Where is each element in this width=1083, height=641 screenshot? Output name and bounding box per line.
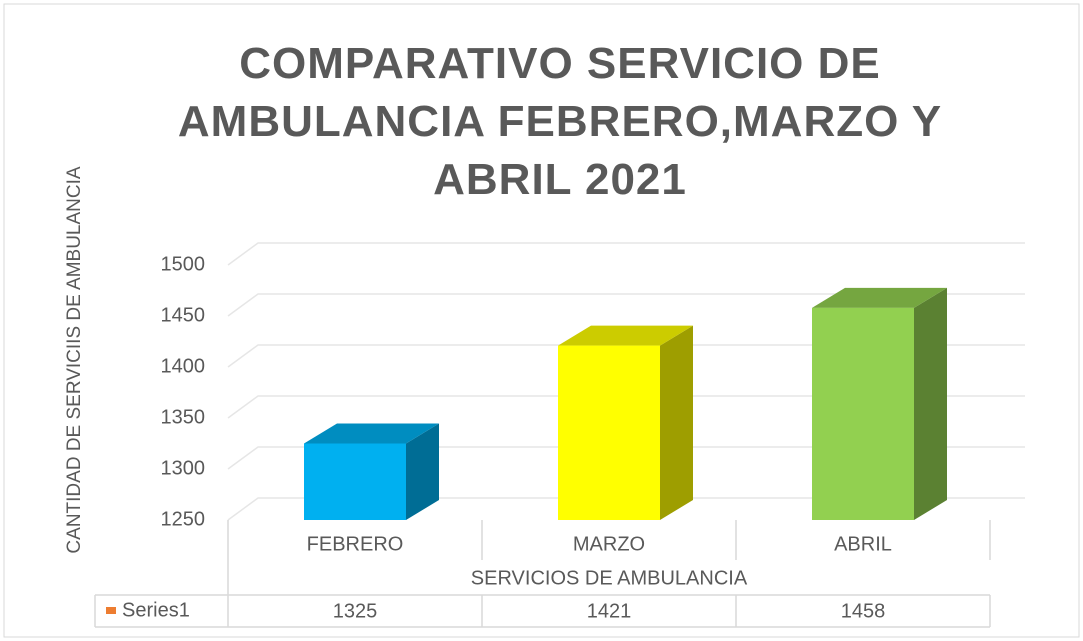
y-tick-label: 1450	[161, 304, 206, 326]
table-value: 1325	[333, 600, 378, 622]
grid-line	[227, 344, 1025, 368]
legend-marker	[106, 607, 116, 614]
x-tick-label: ABRIL	[834, 533, 892, 555]
y-tick-label: 1400	[161, 355, 206, 377]
grid-line	[227, 446, 1025, 470]
grid-line	[227, 497, 1025, 521]
bar-top	[304, 423, 439, 444]
y-tick-label: 1250	[161, 508, 206, 530]
legend-label: Series1	[122, 599, 190, 621]
table-value: 1421	[587, 600, 632, 622]
y-tick-label: 1500	[161, 253, 206, 275]
bar-top	[558, 325, 693, 346]
x-axis-label: SERVICIOS DE AMBULANCIA	[471, 567, 748, 589]
grid-line	[227, 395, 1025, 419]
y-axis-label: CANTIDAD DE SERVICIIS DE AMBULANCIA	[64, 166, 85, 553]
bar-side	[914, 287, 947, 520]
bar	[304, 443, 406, 520]
bar	[558, 345, 660, 520]
grid-line	[227, 242, 1025, 266]
bar-top	[812, 287, 947, 308]
x-tick-label: FEBRERO	[307, 533, 404, 555]
bar	[812, 307, 914, 520]
bar-side	[660, 325, 693, 520]
table-value: 1458	[841, 600, 886, 622]
chart-title: COMPARATIVO SERVICIO DE AMBULANCIA FEBRE…	[177, 39, 943, 204]
grid-line	[227, 293, 1025, 317]
y-tick-label: 1350	[161, 406, 206, 428]
x-tick-label: MARZO	[573, 533, 645, 555]
bar-side	[406, 423, 439, 520]
y-tick-label: 1300	[161, 457, 206, 479]
